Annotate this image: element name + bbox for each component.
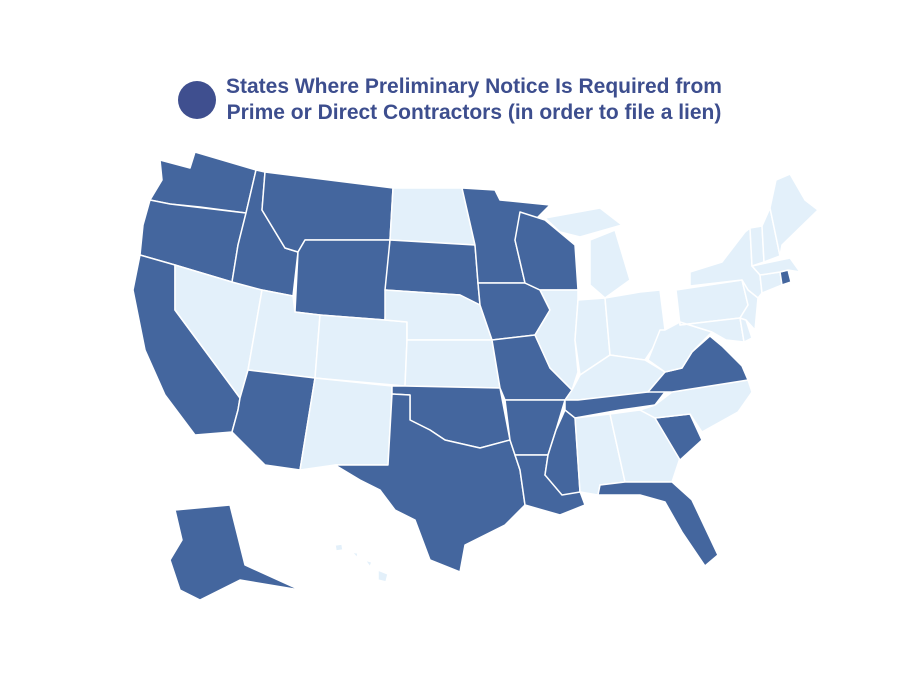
state-mi — [589, 229, 631, 299]
state-wy — [294, 239, 391, 321]
state-me — [769, 173, 819, 257]
state-tx — [334, 393, 526, 573]
state-nc — [639, 379, 753, 433]
state-nj — [739, 279, 759, 331]
state-nd — [389, 187, 476, 246]
state-ak — [169, 504, 301, 601]
legend-label: States Where Preliminary Notice Is Requi… — [226, 75, 722, 124]
state-wv — [647, 321, 713, 373]
state-ma — [751, 257, 801, 276]
state-ks — [404, 339, 501, 389]
state-hi — [377, 569, 389, 583]
state-mi — [544, 207, 623, 238]
state-hi — [364, 559, 373, 568]
state-hi — [351, 551, 359, 559]
state-co — [314, 314, 408, 387]
legend-swatch — [178, 81, 216, 119]
legend: States Where Preliminary Notice Is Requi… — [178, 74, 722, 126]
state-il — [534, 289, 579, 391]
state-nm — [299, 377, 393, 471]
state-hi — [334, 543, 344, 552]
state-fl — [597, 481, 719, 567]
